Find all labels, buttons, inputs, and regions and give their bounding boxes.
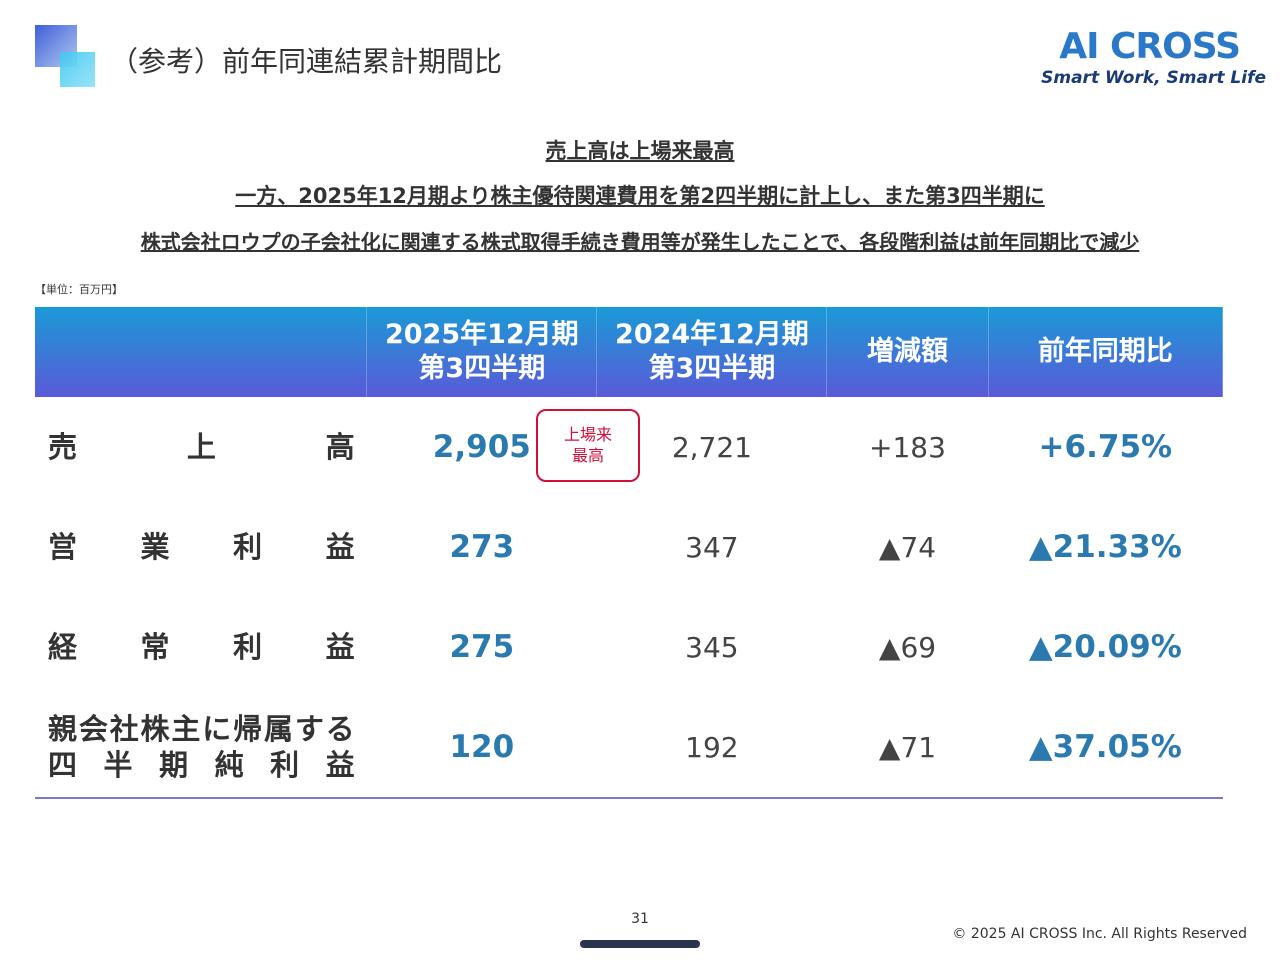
unit: 【単位：百万円】 [35, 283, 123, 296]
row-label: 売上高 [35, 397, 367, 497]
cell: 275 [449, 629, 515, 665]
cell: ▲69 [878, 630, 937, 664]
table: 2025年12月期 第3四半期 2024年12月期 第3四半期 増減額 前年同期比 売上高… [35, 307, 1224, 799]
row: 営業利益 273 347 ▲74 ▲21.33% [35, 497, 1223, 597]
label-text: 売上高 [48, 429, 355, 464]
badge: 上場来 最高 [536, 409, 640, 482]
copyright: © 2025 AI CROSS Inc. All Rights Reserved [952, 926, 1247, 942]
highlight: 売上高は上場来最高 [545, 139, 735, 163]
cell: +183 [869, 430, 946, 464]
cell: +6.75% [1038, 429, 1173, 465]
header-cell: 2025年12月期 第3四半期 [366, 307, 598, 397]
header-cell [35, 307, 368, 397]
row-label: 親会社株主に帰属する 四半期純利益 [35, 697, 367, 799]
cell: ▲20.09% [1028, 629, 1182, 665]
page-number: 31 [631, 911, 649, 927]
cell: ▲71 [826, 697, 989, 799]
cell: ▲37.05% [988, 697, 1223, 799]
highlight: 株式会社ロウプの子会社化に関連する株式取得手続き費用等が発生したことで、各段階利… [140, 230, 1140, 254]
cell: ▲74 [878, 530, 937, 564]
badge-text: 上場来 [563, 424, 612, 444]
cell: 2,721 [671, 430, 752, 464]
row-label: 営業利益 [35, 497, 367, 597]
row-label: 経常利益 [35, 597, 367, 697]
cell: ▲21.33% [1028, 529, 1182, 565]
page-bar [580, 940, 700, 948]
icon [60, 52, 95, 87]
cell: 345 [685, 630, 739, 664]
tagline: Smart Work, Smart Life [1041, 68, 1266, 88]
logo: AI CROSS [1059, 26, 1241, 67]
header-text: 2025年12月期 [384, 319, 579, 351]
label-text: 経常利益 [48, 629, 355, 664]
header-text: 2024年12月期 [615, 319, 809, 351]
row: 親会社株主に帰属する 四半期純利益 120 192 ▲71 ▲37.05% [35, 697, 1223, 799]
row: 経常利益 275 345 ▲69 ▲20.09% [35, 597, 1223, 697]
header-cell: 2024年12月期 第3四半期 [596, 307, 828, 397]
header-text: 第3四半期 [418, 353, 546, 384]
badge-text: 最高 [571, 445, 604, 465]
header-text: 前年同期比 [1037, 336, 1173, 368]
label-text: 親会社株主に帰属する [48, 711, 355, 746]
label-text: 営業利益 [48, 529, 355, 564]
header-text: 増減額 [866, 336, 948, 368]
title: （参考）前年同連結累計期間比 [110, 45, 503, 78]
cell: 120 [366, 697, 597, 799]
highlight: 一方、2025年12月期より株主優待関連費用を第2四半期に計上し、また第3四半期… [235, 184, 1045, 208]
header-text: 第3四半期 [648, 353, 776, 384]
cell: 347 [685, 530, 739, 564]
cell: 2,905 [432, 429, 531, 465]
row: 売上高 2,905 2,721 +183 +6.75% [35, 397, 1223, 497]
cell: 273 [449, 529, 515, 565]
cell: 192 [596, 697, 827, 799]
label-text: 四半期純利益 [48, 748, 355, 782]
header-cell: 前年同期比 [988, 307, 1224, 397]
header-cell: 増減額 [826, 307, 989, 397]
